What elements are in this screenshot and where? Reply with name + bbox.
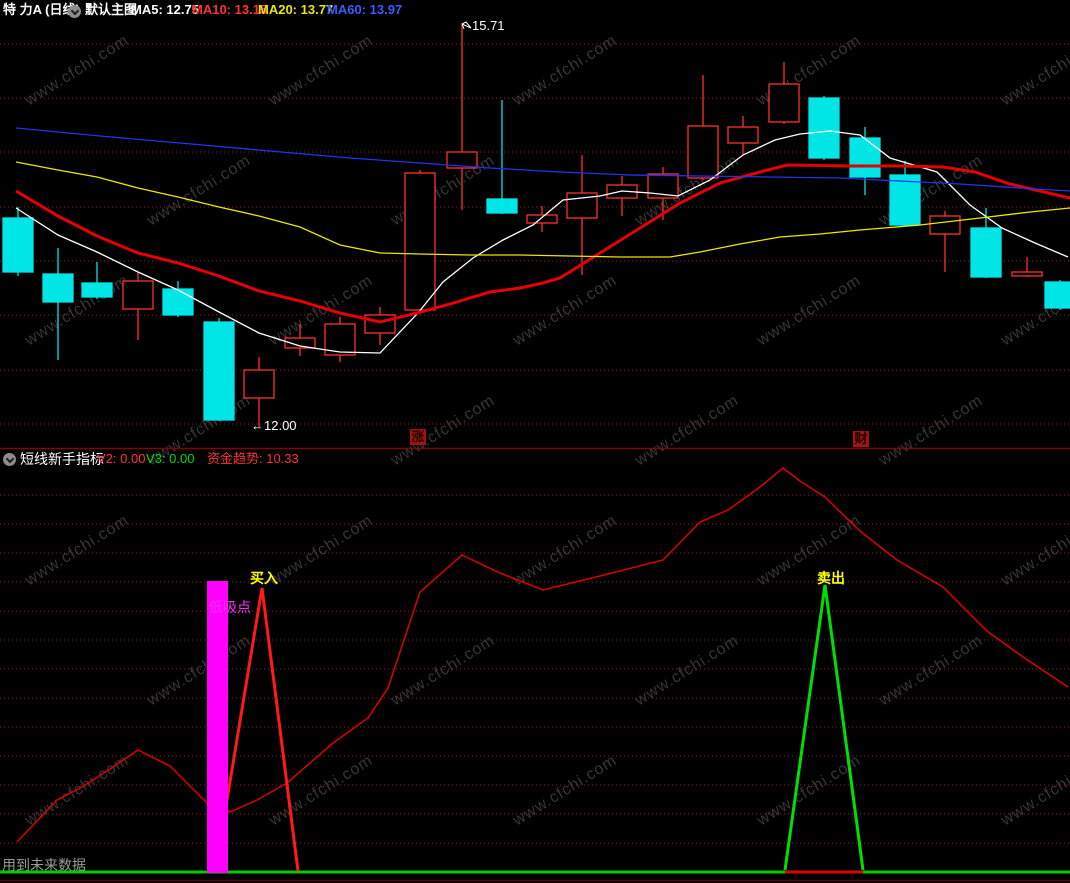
main-chart-type-label[interactable]: 默认主图 — [85, 2, 138, 17]
sell-signal-label: 卖出 — [817, 570, 845, 586]
ma10-value: MA10: 13.15 — [192, 2, 268, 17]
low-price-label: ←12.00 — [251, 418, 297, 433]
dip-point-label: 低吸点 — [209, 599, 251, 615]
future-data-note: 用到未来数据 — [2, 857, 86, 873]
high-price-label: 15.71 — [472, 18, 505, 33]
indicator-chevron-down-icon[interactable] — [3, 453, 16, 466]
indicator-trend-value: 资金趋势: 10.33 — [207, 451, 299, 466]
indicator-v2-value: V2: 0.00 — [97, 451, 146, 466]
zhang-ad-badge[interactable]: 涨 — [410, 429, 426, 445]
indicator-name[interactable]: 短线新手指标 — [20, 451, 104, 467]
ma20-value: MA20: 13.77 — [258, 2, 334, 17]
indicator-v3-value: V3: 0.00 — [146, 451, 195, 466]
cai-ad-badge[interactable]: 财 — [853, 431, 869, 447]
buy-signal-label: 买入 — [250, 570, 278, 586]
ma5-value: MA5: 12.75 — [131, 2, 199, 17]
chevron-down-icon[interactable] — [68, 5, 81, 18]
stock-title: 特 力A (日线) — [3, 2, 80, 17]
ma60-value: MA60: 13.97 — [327, 2, 403, 17]
